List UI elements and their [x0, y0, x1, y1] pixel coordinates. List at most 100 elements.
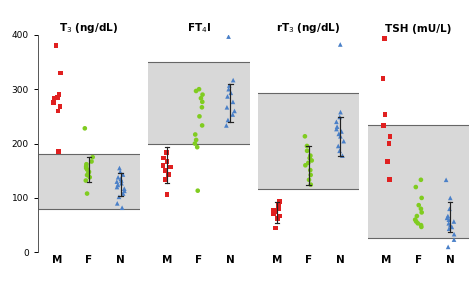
Point — [223, 105, 231, 110]
Point — [386, 134, 394, 139]
Bar — [367, 125, 469, 238]
Point — [191, 141, 199, 146]
Point — [384, 160, 392, 164]
Point — [119, 172, 127, 177]
Point — [84, 171, 92, 176]
Point — [120, 186, 128, 191]
Point — [413, 214, 421, 218]
Point — [417, 206, 425, 211]
Point — [412, 185, 419, 189]
Point — [163, 192, 171, 197]
Bar — [38, 154, 140, 209]
Point — [82, 166, 90, 170]
Point — [444, 214, 452, 218]
Point — [114, 175, 122, 180]
Point — [224, 118, 232, 122]
Point — [272, 209, 279, 214]
Point — [304, 161, 312, 165]
Point — [54, 95, 62, 100]
Point — [301, 163, 309, 168]
Point — [450, 232, 458, 237]
Point — [118, 178, 125, 183]
Point — [379, 76, 387, 81]
Point — [412, 219, 420, 224]
Point — [442, 177, 450, 182]
Point — [380, 123, 388, 128]
Point — [163, 150, 170, 155]
Point — [335, 144, 342, 148]
Point — [307, 182, 315, 187]
Point — [307, 153, 314, 158]
Point — [337, 134, 344, 139]
Bar — [148, 62, 249, 144]
Point — [274, 216, 282, 221]
Point — [81, 126, 89, 130]
Point — [160, 156, 167, 160]
Point — [116, 166, 123, 170]
Point — [448, 224, 456, 229]
Point — [88, 159, 95, 164]
Title: TSH (mU/L): TSH (mU/L) — [385, 24, 452, 34]
Point — [82, 164, 90, 169]
Point — [50, 98, 58, 102]
Point — [159, 163, 167, 168]
Point — [164, 172, 172, 177]
Point — [445, 226, 453, 231]
Point — [229, 78, 237, 82]
Point — [335, 132, 343, 136]
Bar — [258, 93, 359, 189]
Point — [417, 177, 425, 182]
Point — [162, 177, 169, 182]
Point — [303, 148, 311, 153]
Point — [225, 34, 232, 39]
Point — [270, 211, 277, 216]
Point — [198, 123, 206, 128]
Point — [52, 43, 60, 48]
Point — [113, 201, 121, 206]
Point — [338, 153, 346, 158]
Point — [276, 214, 283, 218]
Point — [447, 223, 454, 227]
Point — [337, 110, 344, 115]
Point — [229, 99, 237, 104]
Point — [308, 158, 316, 163]
Point — [307, 168, 314, 173]
Point — [224, 94, 231, 99]
Point — [225, 87, 232, 92]
Point — [117, 169, 124, 174]
Point — [82, 178, 90, 183]
Point — [50, 96, 58, 101]
Point — [83, 191, 91, 196]
Point — [414, 221, 421, 226]
Point — [272, 226, 279, 231]
Point — [418, 224, 425, 229]
Point — [197, 96, 205, 101]
Point — [381, 36, 388, 41]
Point — [417, 223, 425, 227]
Point — [305, 177, 313, 182]
Point — [336, 148, 343, 153]
Point — [275, 206, 283, 211]
Point — [447, 195, 454, 200]
Point — [445, 218, 453, 222]
Point — [56, 104, 64, 109]
Title: FT$_4$I: FT$_4$I — [187, 21, 211, 35]
Point — [57, 70, 64, 75]
Point — [306, 156, 313, 160]
Point — [194, 188, 201, 193]
Point — [50, 100, 57, 105]
Point — [195, 87, 203, 92]
Point — [85, 169, 93, 174]
Point — [269, 208, 277, 213]
Point — [333, 127, 340, 131]
Point — [274, 203, 282, 207]
Point — [199, 99, 206, 104]
Point — [337, 129, 345, 134]
Point — [166, 165, 174, 169]
Point — [115, 195, 123, 199]
Point — [450, 237, 458, 242]
Point — [55, 149, 63, 154]
Point — [411, 218, 419, 222]
Point — [275, 205, 283, 210]
Point — [229, 112, 237, 117]
